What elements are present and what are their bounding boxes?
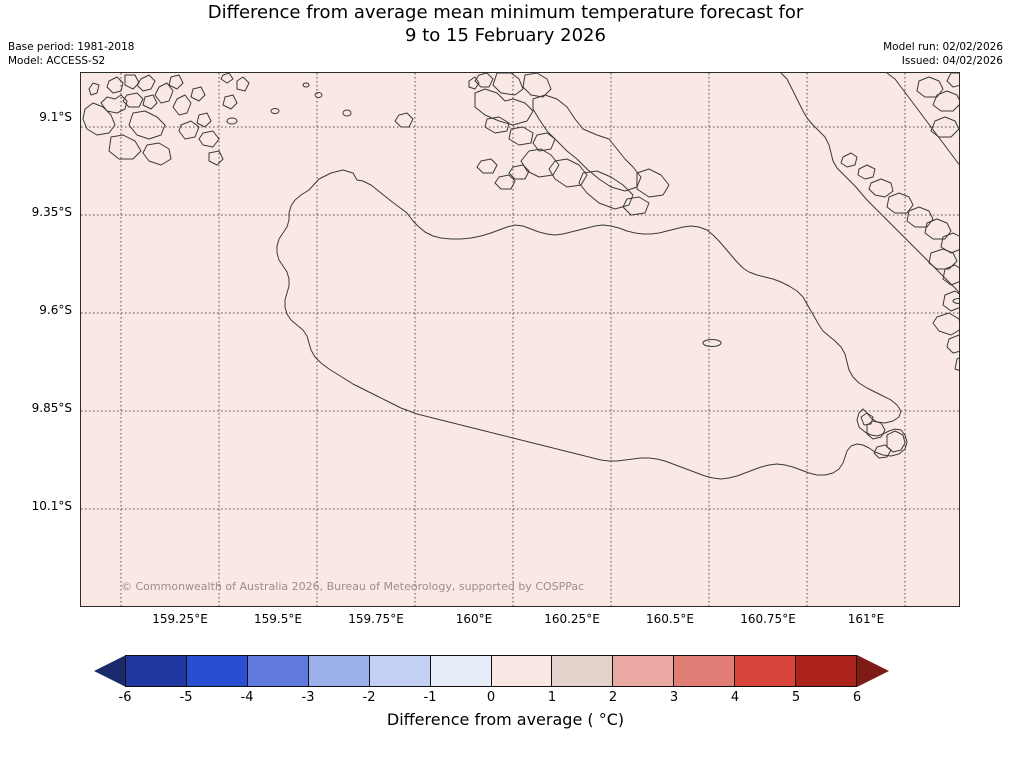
colorbar-band-4 (369, 656, 431, 686)
colorbar-region: -6 -5 -4 -3 -2 -1 0 1 2 3 4 5 6 Differen… (0, 650, 1011, 758)
colorbar-band-0 (126, 656, 187, 686)
page-title: Difference from average mean minimum tem… (207, 2, 804, 46)
ytick-label-2: 9.6°S (39, 303, 72, 317)
colorbar-tick-4: -2 (362, 690, 376, 705)
colorbar-tick-9: 3 (669, 690, 679, 705)
colorbar-over-arrow (857, 655, 889, 687)
xtick-label-6: 160.75°E (740, 612, 796, 626)
model-metadata-left: Base period: 1981-2018 Model: ACCESS-S2 (8, 40, 134, 68)
colorbar-title: Difference from average ( °C) (386, 710, 625, 729)
ytick-label-1: 9.35°S (31, 205, 72, 219)
model-metadata-right: Model run: 02/02/2026 Issued: 04/02/2026 (883, 40, 1003, 68)
colorbar-band-8 (613, 656, 675, 686)
colorbar-tick-2: -4 (240, 690, 254, 705)
ytick-label-4: 10.1°S (31, 499, 72, 513)
colorbar-tick-8: 2 (608, 690, 618, 705)
xtick-label-7: 161°E (847, 612, 885, 626)
colorbar-under-arrow (94, 655, 126, 687)
colorbar-tick-7: 1 (547, 690, 557, 705)
map-plot-area[interactable]: © Commonwealth of Australia 2026, Bureau… (80, 72, 960, 607)
colorbar-tick-3: -3 (301, 690, 315, 705)
gridlines (81, 73, 959, 606)
colorbar-band-7 (552, 656, 614, 686)
map-attribution: © Commonwealth of Australia 2026, Bureau… (121, 580, 585, 593)
colorbar-tick-11: 5 (791, 690, 801, 705)
colorbar-band-5 (430, 656, 492, 686)
xtick-label-0: 159.25°E (152, 612, 208, 626)
colorbar-band-1 (186, 656, 248, 686)
map-canvas (81, 73, 959, 606)
issued-text: Issued: 04/02/2026 (901, 55, 1003, 67)
xtick-label-2: 159.75°E (348, 612, 404, 626)
model-run-text: Model run: 02/02/2026 (883, 41, 1003, 53)
colorbar-tick-6: 0 (486, 690, 496, 705)
ytick-label-0: 9.1°S (39, 110, 72, 124)
colorbar-tick-10: 4 (730, 690, 740, 705)
xtick-label-3: 160°E (455, 612, 493, 626)
base-period-text: Base period: 1981-2018 (8, 41, 135, 53)
colorbar-tick-12: 6 (852, 690, 862, 705)
colorbar-tick-1: -5 (179, 690, 193, 705)
colorbar[interactable] (125, 655, 857, 687)
xtick-label-4: 160.25°E (544, 612, 600, 626)
ytick-label-3: 9.85°S (31, 401, 72, 415)
colorbar-tick-0: -6 (118, 690, 132, 705)
colorbar-band-10 (735, 656, 797, 686)
colorbar-band-2 (247, 656, 309, 686)
colorbar-band-9 (674, 656, 736, 686)
xtick-label-1: 159.5°E (254, 612, 302, 626)
colorbar-band-3 (308, 656, 370, 686)
colorbar-tick-5: -1 (423, 690, 437, 705)
xtick-label-5: 160.5°E (646, 612, 694, 626)
coastlines (82, 73, 959, 480)
colorbar-band-6 (491, 656, 553, 686)
colorbar-band-11 (796, 656, 857, 686)
model-name-text: Model: ACCESS-S2 (8, 55, 106, 67)
